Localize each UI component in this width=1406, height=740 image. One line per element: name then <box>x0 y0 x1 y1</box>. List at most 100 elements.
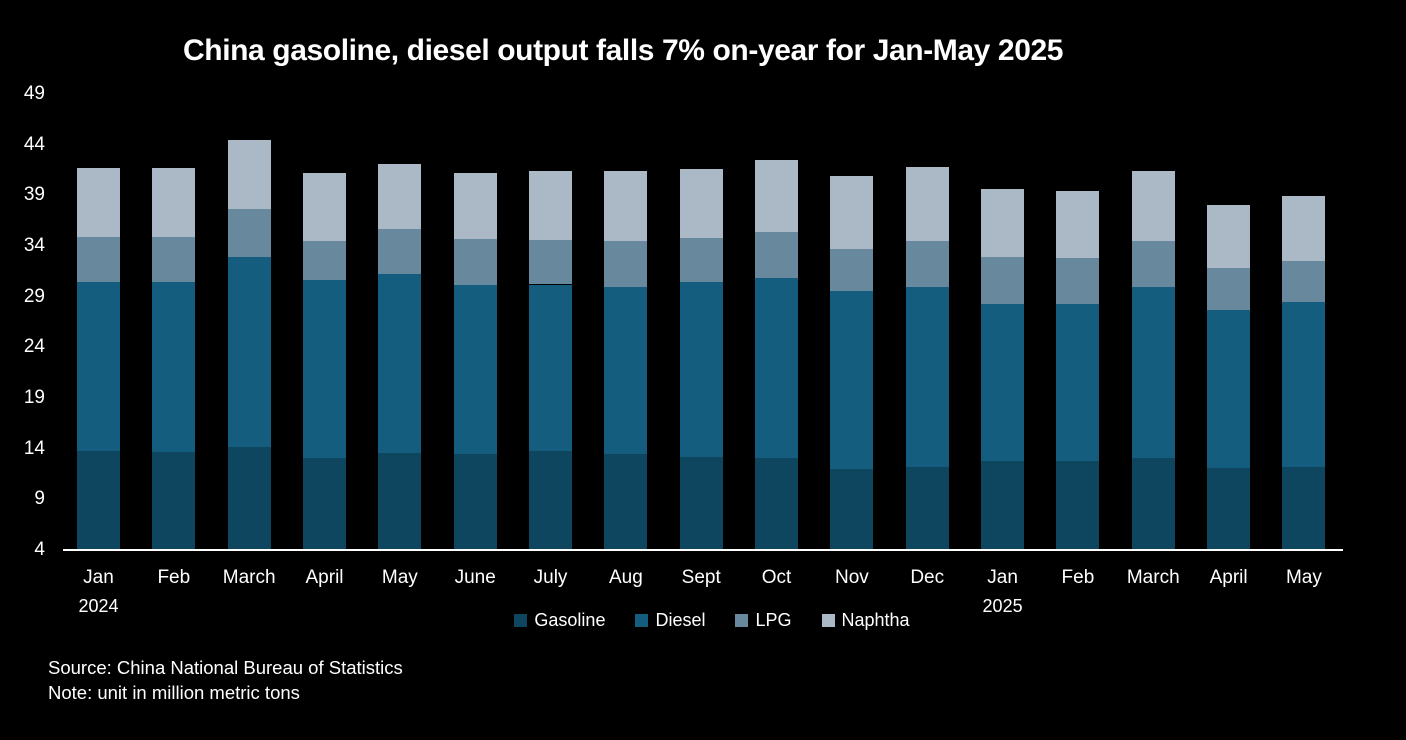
bar-segment-gasoline <box>981 460 1025 550</box>
bar-segment-naphtha <box>604 171 648 241</box>
bar-segment-diesel <box>1131 286 1175 458</box>
bar-segment-lpg <box>1056 258 1100 304</box>
bar-segment-naphtha <box>1282 196 1326 262</box>
footer: Source: China National Bureau of Statist… <box>48 656 403 705</box>
x-tick-label: July <box>533 567 568 588</box>
chart-title: China gasoline, diesel output falls 7% o… <box>183 34 1064 67</box>
legend-label: Diesel <box>655 610 706 630</box>
bar-segment-gasoline <box>303 457 347 550</box>
y-tick-label: 9 <box>34 488 45 510</box>
bar-segment-diesel <box>529 284 573 451</box>
legend-swatch-naphtha <box>821 614 835 627</box>
bar-segment-diesel <box>453 284 497 454</box>
x-tick-label: Oct <box>761 567 792 588</box>
x-tick-label: Jan <box>83 567 114 588</box>
x-tick-label: Nov <box>834 567 869 588</box>
bar-segment-lpg <box>830 249 874 291</box>
bar-segment-naphtha <box>227 139 271 209</box>
bar-segment-lpg <box>905 240 949 287</box>
legend-label: Naphtha <box>841 610 910 630</box>
y-tick-label: 44 <box>23 133 45 155</box>
bar-segment-gasoline <box>1056 460 1100 550</box>
bar-segment-diesel <box>1207 309 1251 468</box>
bar-segment-lpg <box>77 236 120 283</box>
x-tick-label: April <box>1209 567 1248 588</box>
bar-segment-naphtha <box>679 168 723 238</box>
bar-segment-naphtha <box>453 173 497 239</box>
y-tick-label: 29 <box>23 285 45 307</box>
bar-segment-lpg <box>1131 240 1175 287</box>
bar-segment-lpg <box>152 236 196 283</box>
bar-segment-lpg <box>303 240 347 281</box>
bar-segment-naphtha <box>378 163 422 229</box>
y-tick-label: 4 <box>34 539 45 560</box>
bar-segment-gasoline <box>529 450 573 550</box>
x-tick-label: April <box>305 567 344 588</box>
bar-segment-naphtha <box>830 176 874 250</box>
bar-segment-diesel <box>981 303 1025 461</box>
x-tick-label: Feb <box>157 567 191 588</box>
y-tick-label: 19 <box>23 387 45 408</box>
unit-note: Note: unit in million metric tons <box>48 681 300 703</box>
source-note: Source: China National Bureau of Statist… <box>48 657 403 678</box>
x-tick-label: March <box>222 567 276 588</box>
bar-segment-diesel <box>905 286 949 467</box>
legend-swatch-diesel <box>635 614 649 627</box>
bar-segment-gasoline <box>453 453 497 550</box>
bar-segment-gasoline <box>830 468 874 550</box>
bar-segment-naphtha <box>981 189 1025 258</box>
bar-segment-gasoline <box>1131 457 1175 550</box>
x-tick-label: June <box>454 567 496 588</box>
bar-segment-diesel <box>227 257 271 447</box>
bar-segment-naphtha <box>152 167 196 237</box>
legend-item: Diesel <box>635 610 705 631</box>
legend-swatch-lpg <box>735 614 749 627</box>
bar-segment-diesel <box>303 280 347 458</box>
bar-segment-gasoline <box>679 456 723 550</box>
bar-segment-gasoline <box>227 446 271 550</box>
x-tick-label: Dec <box>910 567 945 588</box>
bar-segment-diesel <box>378 274 422 453</box>
bar-segment-diesel <box>604 286 648 454</box>
y-tick-label: 34 <box>23 235 45 256</box>
y-tick-label: 24 <box>23 336 45 358</box>
bar-segment-lpg <box>453 238 497 285</box>
bar-segment-diesel <box>830 290 874 469</box>
x-axis-line <box>63 549 1343 551</box>
y-tick-label: 39 <box>23 184 45 206</box>
x-tick-label: May <box>1285 567 1322 588</box>
bar-segment-gasoline <box>1207 467 1251 550</box>
x-tick-label: Sept <box>681 567 721 588</box>
x-tick-label: May <box>381 567 418 588</box>
bar-segment-naphtha <box>529 171 573 240</box>
bar-segment-gasoline <box>77 450 120 550</box>
bar-segment-diesel <box>679 282 723 457</box>
legend-label: LPG <box>755 610 792 630</box>
bar-segment-lpg <box>227 208 271 258</box>
bar-segment-lpg <box>981 257 1025 304</box>
bar-segment-lpg <box>755 231 799 279</box>
bar-segment-lpg <box>529 239 573 285</box>
bar-segment-diesel <box>77 282 120 451</box>
x-tick-label: Aug <box>608 567 643 588</box>
bar-segment-gasoline <box>755 457 799 550</box>
bar-segment-lpg <box>1282 261 1326 302</box>
bar-segment-gasoline <box>152 451 196 550</box>
year-label: 2025 <box>982 596 1023 616</box>
bar-segment-diesel <box>152 282 196 452</box>
bar-segment-naphtha <box>905 166 949 241</box>
y-tick-label: 14 <box>23 437 45 459</box>
bar-segment-lpg <box>378 228 422 275</box>
bar-segment-diesel <box>755 278 799 458</box>
bar-segment-diesel <box>1282 301 1326 467</box>
bar-segment-naphtha <box>303 173 347 241</box>
x-tick-label: Feb <box>1061 567 1095 588</box>
bar-segment-naphtha <box>755 159 799 232</box>
bar-segment-naphtha <box>1207 205 1251 269</box>
bar-segment-gasoline <box>378 452 422 550</box>
legend-item: Gasoline <box>514 610 605 631</box>
bar-segment-diesel <box>1056 303 1100 461</box>
bar-segment-gasoline <box>905 466 949 550</box>
y-tick-label: 49 <box>23 83 45 104</box>
